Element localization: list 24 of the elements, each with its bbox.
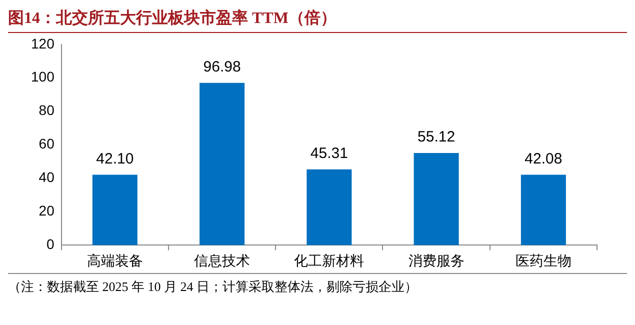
data-label: 42.10: [96, 150, 134, 168]
text: （注：数据截至 2025 年 10 月 24 日；计算采取整体法，剔除亏损企业）: [8, 278, 418, 296]
x-tick-label: 信息技术: [194, 253, 250, 270]
y-tick-label: 40: [38, 169, 55, 186]
y-tick-label: 0: [46, 236, 55, 252]
y-tick-label: 20: [38, 202, 55, 219]
y-tick-label: 120: [31, 35, 55, 52]
bar: [520, 174, 566, 246]
data-label: 55.12: [418, 128, 456, 146]
data-label: 42.08: [524, 150, 562, 168]
data-label: 45.31: [310, 145, 348, 162]
y-tick-label: 100: [31, 68, 55, 85]
y-tick-label: 60: [38, 136, 55, 152]
x-tick-label: 消费服务: [408, 253, 464, 270]
x-tick-label: 化工新材料: [294, 253, 364, 270]
bar: [200, 82, 245, 246]
bar: [306, 169, 352, 246]
chart-title: 图14：北交所五大行业板块市盈率 TTM（倍）: [8, 8, 627, 33]
y-tick-label: 80: [38, 102, 55, 118]
bar: [414, 152, 459, 246]
x-tick-label: 高端装备: [86, 253, 143, 270]
x-tick-label: 医药生物: [515, 253, 572, 270]
data-label: 96.98: [203, 58, 241, 76]
bar: [92, 174, 138, 246]
